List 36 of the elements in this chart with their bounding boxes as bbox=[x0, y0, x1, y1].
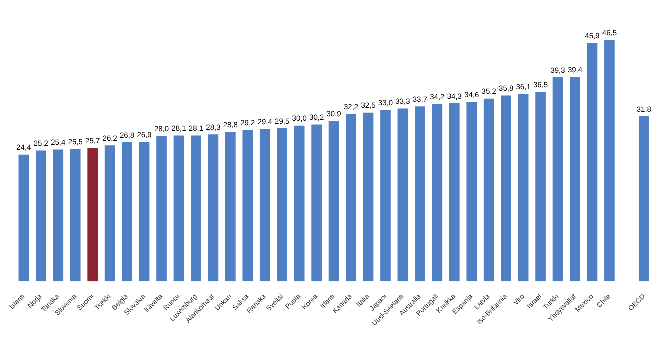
bar bbox=[104, 146, 116, 282]
bar bbox=[139, 142, 150, 282]
bar bbox=[466, 102, 478, 282]
bar bbox=[328, 121, 340, 282]
bar bbox=[518, 94, 529, 282]
bar bbox=[156, 136, 167, 282]
bar bbox=[18, 154, 30, 282]
bar bbox=[536, 92, 546, 282]
bar bbox=[53, 150, 64, 282]
bar bbox=[208, 134, 219, 282]
bar bbox=[277, 128, 288, 282]
bar bbox=[484, 98, 494, 282]
bar bbox=[415, 106, 426, 282]
bar bbox=[122, 142, 132, 282]
bar bbox=[552, 78, 564, 282]
bar bbox=[638, 116, 650, 282]
bar bbox=[380, 110, 391, 282]
bar bbox=[501, 96, 512, 282]
bar bbox=[604, 40, 615, 282]
bar bbox=[226, 132, 236, 282]
bar bbox=[363, 112, 374, 282]
bar bbox=[36, 150, 46, 282]
bar bbox=[587, 43, 598, 282]
bar bbox=[346, 114, 356, 282]
bar bbox=[70, 149, 81, 282]
bar bbox=[242, 130, 254, 282]
bar bbox=[88, 148, 98, 282]
bar bbox=[312, 124, 322, 282]
bar bbox=[570, 77, 580, 282]
bar bbox=[294, 126, 305, 282]
bar bbox=[449, 104, 460, 282]
bar bbox=[191, 136, 202, 282]
bar bbox=[398, 108, 408, 282]
bar bbox=[260, 128, 270, 282]
bar bbox=[432, 104, 443, 282]
bar bbox=[174, 136, 184, 282]
